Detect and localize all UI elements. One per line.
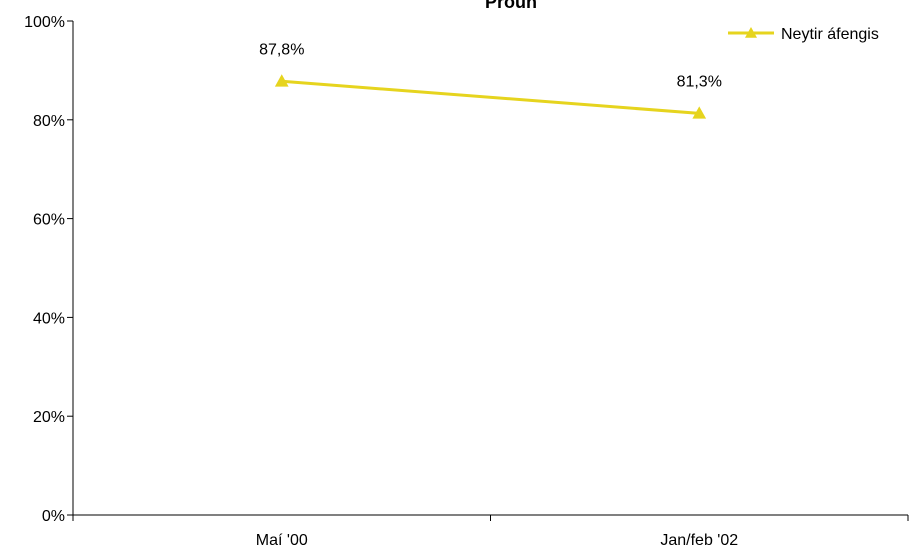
x-tick-label: Maí '00	[256, 532, 308, 549]
y-axis-ticks: 0% 20% 40% 60% 80% 100%	[24, 14, 73, 525]
y-tick-label: 0%	[42, 508, 65, 525]
series-group: 87,8% 81,3%	[259, 41, 722, 119]
series-line	[281, 79, 700, 115]
x-tick-label: Jan/feb '02	[660, 532, 738, 549]
y-tick-label: 40%	[33, 310, 65, 327]
chart-title: Próun	[485, 0, 537, 12]
legend: Neytir áfengis	[728, 26, 879, 43]
data-point-marker	[692, 106, 707, 119]
x-axis-ticks: Maí '00 Jan/feb '02	[72, 515, 909, 549]
data-label: 81,3%	[677, 73, 722, 90]
y-tick-label: 100%	[24, 14, 65, 31]
legend-triangle-marker	[745, 27, 757, 38]
axes	[72, 21, 908, 516]
data-point-marker	[274, 74, 289, 87]
y-tick-label: 60%	[33, 212, 65, 229]
data-label: 87,8%	[259, 41, 304, 58]
legend-label: Neytir áfengis	[781, 26, 879, 43]
y-tick-label: 20%	[33, 409, 65, 426]
y-tick-label: 80%	[33, 113, 65, 130]
